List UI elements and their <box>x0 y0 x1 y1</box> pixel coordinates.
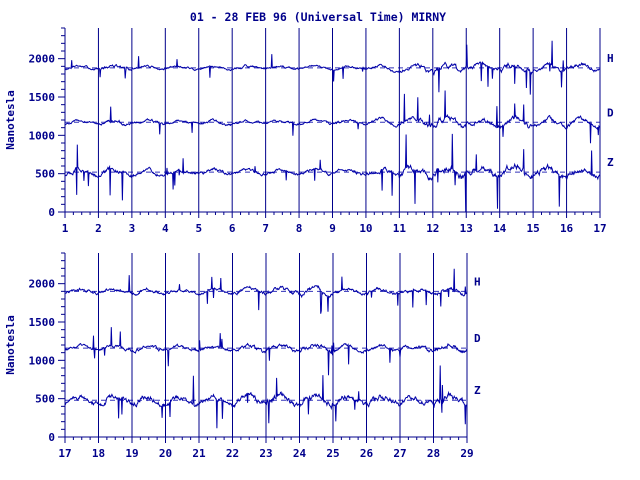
x-tick-label: 7 <box>262 222 269 235</box>
y-tick-label: 2000 <box>29 278 56 291</box>
series-h-label: H <box>474 275 481 288</box>
series-d-label: D <box>474 332 481 345</box>
x-tick-label: 4 <box>162 222 169 235</box>
x-tick-label: 18 <box>92 447 105 460</box>
x-tick-label: 17 <box>58 447 71 460</box>
y-tick-label: 1000 <box>29 354 56 367</box>
x-tick-label: 23 <box>259 447 272 460</box>
x-tick-label: 24 <box>293 447 307 460</box>
x-tick-label: 22 <box>226 447 239 460</box>
x-tick-label: 27 <box>393 447 406 460</box>
series-d-trace <box>64 90 601 144</box>
x-tick-label: 20 <box>159 447 172 460</box>
y-tick-label: 0 <box>48 206 55 219</box>
y-tick-label: 1000 <box>29 129 56 142</box>
series-d-trace <box>64 327 467 376</box>
y-tick-label: 1500 <box>29 91 56 104</box>
x-tick-label: 15 <box>527 222 540 235</box>
series-z-label: Z <box>474 384 481 397</box>
x-tick-label: 5 <box>195 222 202 235</box>
x-tick-label: 16 <box>560 222 574 235</box>
x-tick-label: 11 <box>393 222 407 235</box>
x-tick-label: 14 <box>493 222 507 235</box>
x-tick-label: 2 <box>95 222 102 235</box>
y-axis-label: Nanotesla <box>4 315 17 375</box>
series-z-trace <box>64 133 601 212</box>
x-tick-label: 19 <box>125 447 138 460</box>
series-h-label: H <box>607 52 614 65</box>
y-tick-label: 500 <box>35 393 55 406</box>
y-tick-label: 500 <box>35 168 55 181</box>
x-tick-label: 3 <box>129 222 136 235</box>
chart-title: 01 - 28 FEB 96 (Universal Time) MIRNY <box>190 10 446 24</box>
x-tick-label: 13 <box>460 222 473 235</box>
y-tick-label: 1500 <box>29 316 56 329</box>
x-tick-label: 28 <box>427 447 440 460</box>
panel-top: 1 2 3 4 5 6 7 8 9 10 11 12 13 14 15 16 17050010001500200… <box>4 27 614 235</box>
x-tick-label: 9 <box>329 222 336 235</box>
x-tick-label: 17 <box>593 222 606 235</box>
x-tick-label: 21 <box>192 447 206 460</box>
series-h-trace <box>64 268 468 314</box>
x-tick-label: 6 <box>229 222 236 235</box>
x-tick-label: 8 <box>296 222 303 235</box>
x-tick-label: 10 <box>359 222 372 235</box>
y-tick-label: 0 <box>48 431 55 444</box>
x-tick-label: 12 <box>426 222 439 235</box>
series-z-label: Z <box>607 156 614 169</box>
y-axis-label: Nanotesla <box>4 90 17 150</box>
series-z-trace <box>64 365 468 429</box>
x-tick-label: 1 <box>62 222 69 235</box>
panel-bottom: 17 18 19 20 21 22 23 24 25 26 27 28 29 0 500 1000 1500 20… <box>4 252 481 460</box>
series-d-label: D <box>607 106 614 119</box>
x-tick-label: 29 <box>460 447 473 460</box>
x-tick-label: 26 <box>360 447 374 460</box>
y-tick-label: 2000 <box>29 53 56 66</box>
x-tick-label: 25 <box>326 447 339 460</box>
